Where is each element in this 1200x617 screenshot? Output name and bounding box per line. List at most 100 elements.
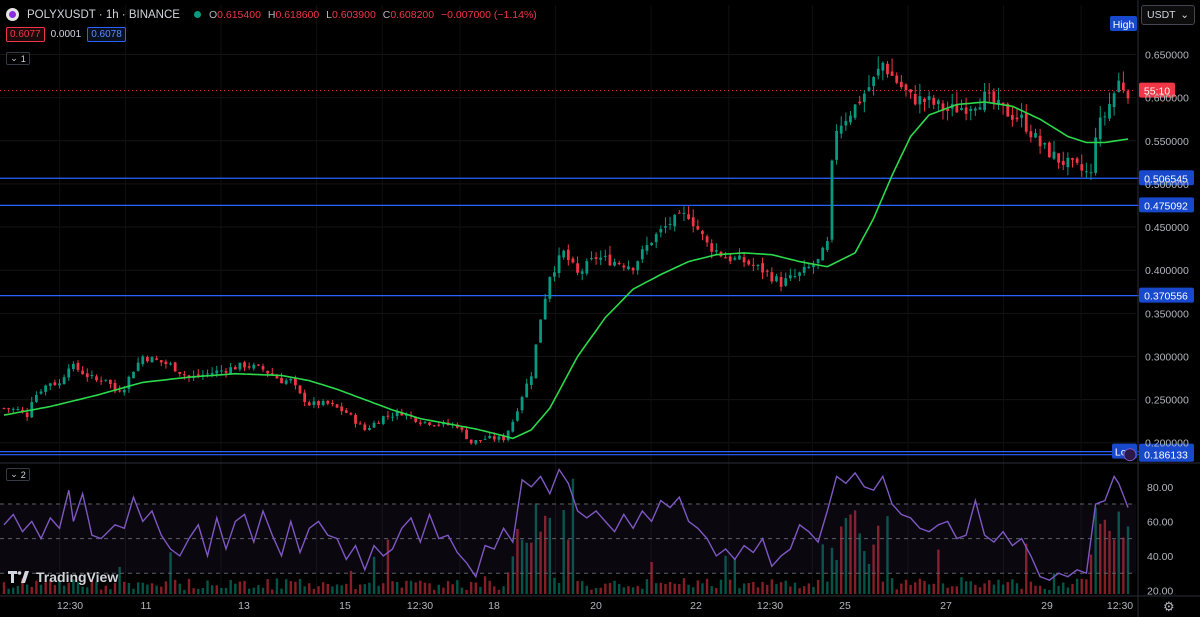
volume-bar bbox=[409, 580, 413, 594]
candle-body bbox=[724, 257, 727, 259]
volume-bar bbox=[493, 586, 496, 594]
candle-body bbox=[238, 362, 242, 370]
volume-bar bbox=[377, 585, 380, 594]
volume-bar bbox=[530, 542, 533, 594]
candle-body bbox=[645, 245, 649, 251]
volume-bar bbox=[789, 586, 792, 594]
candle-body bbox=[728, 256, 732, 262]
volume-bar bbox=[835, 560, 838, 594]
candle-body bbox=[1024, 113, 1028, 132]
candle-body bbox=[844, 120, 848, 126]
candle-body bbox=[853, 104, 857, 118]
candle-body bbox=[622, 265, 626, 268]
candle-body bbox=[67, 368, 71, 378]
volume-bar bbox=[173, 579, 177, 594]
volume-bar bbox=[123, 581, 126, 594]
volume-bar bbox=[210, 585, 214, 594]
volume-bar bbox=[275, 578, 279, 594]
rsi-tick-label: 20.00 bbox=[1147, 586, 1173, 598]
candle-body bbox=[428, 422, 431, 425]
candle-body bbox=[761, 263, 764, 273]
candle-body bbox=[506, 430, 510, 440]
candle-body bbox=[127, 376, 131, 389]
candle-body bbox=[784, 278, 788, 286]
volume-bar bbox=[548, 517, 552, 594]
candle-body bbox=[247, 366, 251, 368]
currency-select[interactable]: USDT ⌄ bbox=[1141, 5, 1195, 25]
volume-bar bbox=[654, 583, 658, 594]
volume-bar bbox=[696, 580, 700, 594]
candle-body bbox=[104, 379, 108, 381]
candle-body bbox=[701, 231, 704, 235]
volume-bar bbox=[761, 581, 764, 594]
volume-bar bbox=[747, 583, 750, 594]
candle-body bbox=[377, 422, 381, 424]
candle-body bbox=[895, 75, 899, 83]
candle-body bbox=[1103, 116, 1107, 118]
candle-body bbox=[876, 68, 880, 76]
candle-body bbox=[590, 258, 593, 260]
candle-body bbox=[72, 363, 75, 370]
volume-bar bbox=[840, 526, 843, 594]
buy-button[interactable]: 0.6078 bbox=[87, 27, 126, 42]
gear-icon[interactable]: ⚙ bbox=[1163, 599, 1175, 614]
candle-body bbox=[872, 77, 875, 87]
candle-body bbox=[183, 374, 186, 376]
volume-bar bbox=[1094, 507, 1097, 594]
volume-bar bbox=[1122, 537, 1125, 594]
horizontal-lines[interactable]: 0.5065450.4750920.3705560.1897000.186133… bbox=[0, 16, 1194, 462]
symbol-title[interactable]: POLYXUSDT · 1h · BINANCE bbox=[27, 8, 180, 21]
volume-bar bbox=[224, 587, 228, 594]
time-tick-label: 27 bbox=[940, 600, 952, 612]
candle-body bbox=[266, 370, 270, 374]
volume-bar bbox=[192, 588, 195, 594]
candle-body bbox=[48, 383, 52, 386]
rsi-line bbox=[3, 467, 1129, 581]
candle-body bbox=[340, 406, 344, 412]
volume-bar bbox=[382, 583, 385, 594]
volume-bar bbox=[608, 583, 612, 594]
candle-body bbox=[599, 257, 603, 260]
candle-body bbox=[765, 270, 769, 272]
volume-bar bbox=[391, 581, 394, 594]
volume-bar bbox=[372, 556, 376, 594]
candle-body bbox=[220, 370, 223, 372]
volume-bar bbox=[645, 579, 649, 594]
volume-bar bbox=[516, 528, 519, 594]
volume-bar bbox=[354, 588, 357, 594]
pane-1-collapse-button[interactable]: ⌄ 1 bbox=[6, 52, 30, 65]
volume-bar bbox=[460, 587, 464, 594]
volume-bar bbox=[617, 583, 621, 594]
candle-body bbox=[978, 107, 982, 110]
volume-bar bbox=[118, 566, 121, 594]
candle-body bbox=[580, 271, 584, 274]
candle-body bbox=[756, 264, 760, 266]
volume-bar bbox=[201, 588, 205, 594]
volume-bar bbox=[206, 580, 209, 594]
volume-bar bbox=[1025, 543, 1028, 594]
candle-body bbox=[109, 379, 112, 384]
volume-bar bbox=[779, 582, 783, 594]
candle-body bbox=[909, 89, 912, 93]
pane-2-collapse-button[interactable]: ⌄ 2 bbox=[6, 468, 30, 481]
volume-bar bbox=[576, 580, 579, 594]
volume-bar bbox=[386, 539, 390, 594]
volume-bar bbox=[442, 587, 445, 594]
volume-bar bbox=[830, 547, 834, 594]
candle-body bbox=[548, 277, 552, 299]
volume-bar bbox=[895, 589, 898, 594]
candle-body bbox=[987, 92, 991, 94]
candle-body bbox=[169, 363, 172, 365]
volume-bar bbox=[1001, 584, 1005, 594]
candle-body bbox=[21, 409, 24, 412]
volume-bar bbox=[886, 516, 889, 594]
candle-body bbox=[858, 101, 862, 104]
hline-price-label: 0.186133 bbox=[1144, 450, 1188, 462]
candle-body bbox=[1080, 164, 1084, 171]
sell-button[interactable]: 0.6077 bbox=[6, 27, 45, 42]
candle-body bbox=[1015, 117, 1019, 120]
volume-bar bbox=[636, 585, 639, 594]
candle-body bbox=[418, 422, 422, 424]
candle-body bbox=[835, 130, 838, 160]
